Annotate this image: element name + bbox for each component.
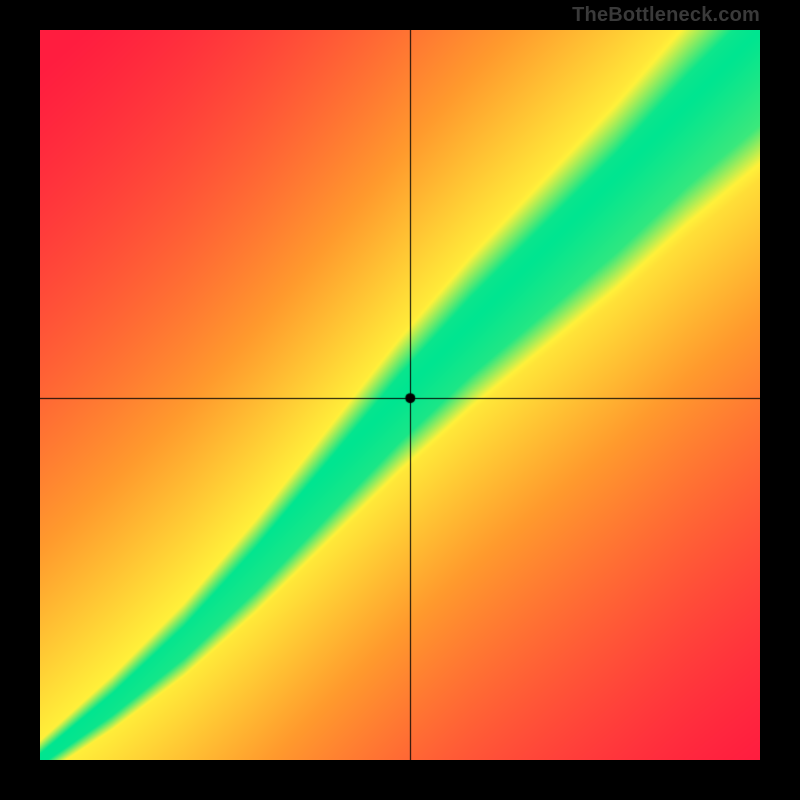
heatmap-canvas bbox=[40, 30, 760, 760]
heatmap-plot bbox=[40, 30, 760, 760]
watermark-text: TheBottleneck.com bbox=[572, 4, 760, 27]
chart-container: TheBottleneck.com bbox=[0, 0, 800, 800]
